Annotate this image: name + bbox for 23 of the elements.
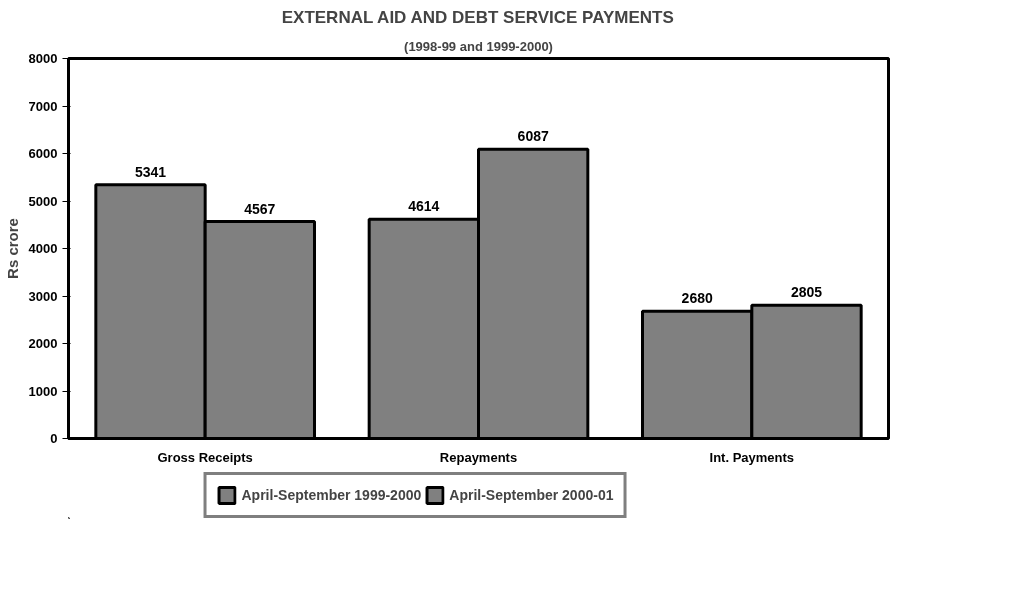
data-label: 6087 <box>517 128 549 145</box>
y-tick-label: 7000 <box>28 98 58 114</box>
y-tick-label: 6000 <box>28 146 58 161</box>
y-tick-label: 4000 <box>28 241 58 256</box>
x-tick-label: Gross Receipts <box>157 449 253 465</box>
x-tick-label: Int. Payments <box>709 449 795 465</box>
y-tick-label: 3000 <box>28 288 58 304</box>
y-axis-title: Rs crore <box>3 218 21 279</box>
y-tick-label: 5000 <box>28 193 58 209</box>
data-label: 5341 <box>134 163 167 180</box>
data-label: 4614 <box>408 198 440 215</box>
chart-title: EXTERNAL AID AND DEBT SERVICE PAYMENTS <box>281 7 674 27</box>
data-label: 2805 <box>790 284 823 301</box>
y-tick-label: 1000 <box>28 383 58 399</box>
x-tick-label: Repayments <box>439 449 518 465</box>
legend-label: April-September 1999-2000 <box>241 487 422 503</box>
data-label: 4567 <box>244 200 276 217</box>
legend-label: April-September 2000-01 <box>449 487 614 503</box>
chart-subtitle: (1998-99 and 1999-2000) <box>404 38 553 54</box>
y-tick-label: 2000 <box>28 336 58 351</box>
y-tick-label: 8000 <box>28 51 58 66</box>
y-tick-label: 0 <box>50 431 58 446</box>
data-label: 2680 <box>681 290 713 307</box>
